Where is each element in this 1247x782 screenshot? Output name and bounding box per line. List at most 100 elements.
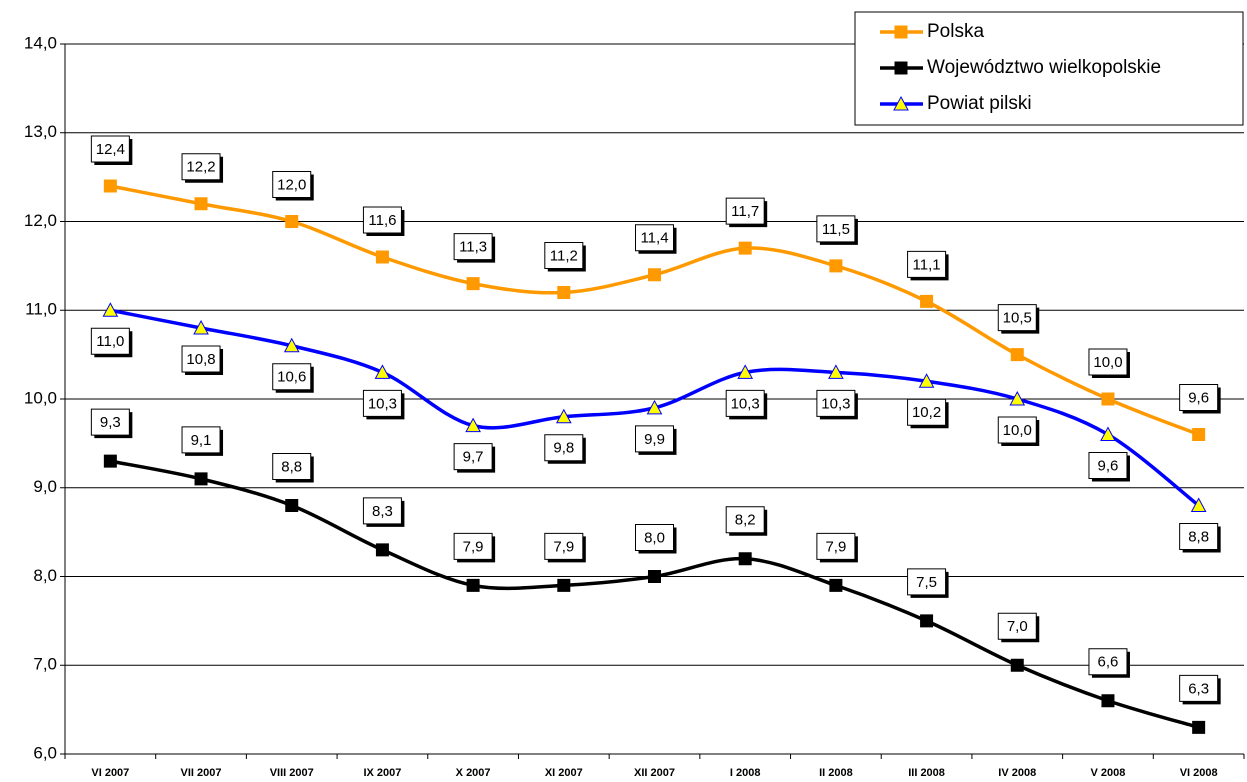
x-tick-label: VIII 2007 <box>270 767 314 779</box>
marker <box>557 578 571 592</box>
x-tick-label: VI 2007 <box>91 767 129 779</box>
data-label: 9,3 <box>100 414 121 431</box>
marker <box>737 364 754 379</box>
data-label: 10,0 <box>1003 422 1032 439</box>
y-tick-label: 13,0 <box>24 122 57 141</box>
data-label: 9,9 <box>644 431 665 448</box>
label-box <box>997 304 1037 332</box>
data-label: 12,2 <box>186 159 215 176</box>
marker <box>375 250 389 264</box>
data-label: 10,8 <box>186 351 215 368</box>
label-box <box>816 389 856 417</box>
data-label: 12,4 <box>96 141 125 158</box>
label-box <box>816 532 856 560</box>
marker <box>285 499 299 512</box>
marker <box>194 197 208 211</box>
data-label: 10,3 <box>821 395 850 412</box>
label-box <box>635 224 674 252</box>
label-box <box>635 524 674 551</box>
marker <box>1192 720 1206 734</box>
label-box <box>453 233 493 261</box>
data-label: 11,5 <box>822 221 850 238</box>
data-label: 11,3 <box>459 239 487 256</box>
data-label: 8,2 <box>735 512 756 529</box>
marker <box>193 319 209 335</box>
data-label: 8,0 <box>644 529 665 546</box>
marker <box>920 614 934 628</box>
y-tick-label: 12,0 <box>24 211 57 230</box>
data-label: 6,3 <box>1188 680 1209 697</box>
label-box <box>725 506 765 534</box>
x-tick-label: III 2008 <box>908 767 945 779</box>
label-box <box>997 612 1037 640</box>
marker <box>1101 392 1115 406</box>
data-label: 9,1 <box>191 432 212 449</box>
marker <box>920 294 934 308</box>
marker <box>648 268 661 282</box>
marker <box>894 25 908 39</box>
data-label: 10,3 <box>731 395 760 412</box>
label-box <box>272 453 312 480</box>
marker <box>103 179 117 193</box>
marker <box>829 578 843 592</box>
label-box <box>725 389 765 417</box>
data-label: 11,0 <box>96 333 124 350</box>
y-tick-label: 11,0 <box>25 300 57 319</box>
label-box <box>90 135 130 163</box>
label-box <box>907 398 947 426</box>
marker <box>557 286 571 299</box>
legend-label: Powiat pilski <box>927 93 1032 114</box>
label-box <box>1088 648 1128 676</box>
marker <box>1010 658 1024 672</box>
marker <box>1101 694 1115 708</box>
label-box <box>725 197 765 225</box>
data-label: 7,5 <box>916 574 937 591</box>
x-tick-label: V 2008 <box>1091 767 1126 779</box>
x-tick-label: X 2007 <box>456 767 491 779</box>
y-tick-label: 14,0 <box>24 33 57 52</box>
data-label: 8,3 <box>372 503 393 520</box>
data-label: 8,8 <box>281 458 302 475</box>
data-label: 7,0 <box>1007 618 1028 635</box>
marker <box>555 408 572 424</box>
marker <box>738 241 752 255</box>
data-label: 10,2 <box>912 404 941 421</box>
label-box <box>90 408 130 436</box>
marker <box>1190 497 1207 512</box>
data-label: 6,6 <box>1098 654 1119 671</box>
data-label: 10,5 <box>1003 310 1032 327</box>
data-label: 7,9 <box>825 538 846 555</box>
label-box <box>181 426 221 454</box>
marker <box>828 364 844 379</box>
marker <box>375 543 389 557</box>
marker <box>646 399 663 415</box>
data-label: 9,8 <box>553 440 574 457</box>
label-box <box>816 215 856 243</box>
marker <box>194 472 208 486</box>
marker <box>1010 348 1024 362</box>
x-tick-label: IX 2007 <box>363 767 401 779</box>
marker <box>102 302 119 317</box>
label-box <box>362 206 402 234</box>
marker <box>894 61 908 75</box>
label-box <box>1088 452 1128 479</box>
x-tick-label: I 2008 <box>730 767 761 779</box>
label-box <box>453 443 493 471</box>
label-box <box>362 497 402 525</box>
label-box <box>90 327 130 355</box>
marker <box>285 215 299 228</box>
label-box <box>181 153 221 181</box>
y-tick-label: 6,0 <box>33 743 57 762</box>
label-box <box>544 532 584 560</box>
data-label: 10,6 <box>277 369 306 386</box>
series-line <box>110 459 1200 730</box>
label-box <box>272 171 312 198</box>
label-box <box>907 568 947 596</box>
data-label: 9,7 <box>463 449 484 466</box>
marker <box>648 570 661 583</box>
marker <box>1009 390 1026 406</box>
label-box <box>1179 523 1219 550</box>
data-label: 12,0 <box>277 176 306 193</box>
data-label: 7,9 <box>463 538 484 555</box>
